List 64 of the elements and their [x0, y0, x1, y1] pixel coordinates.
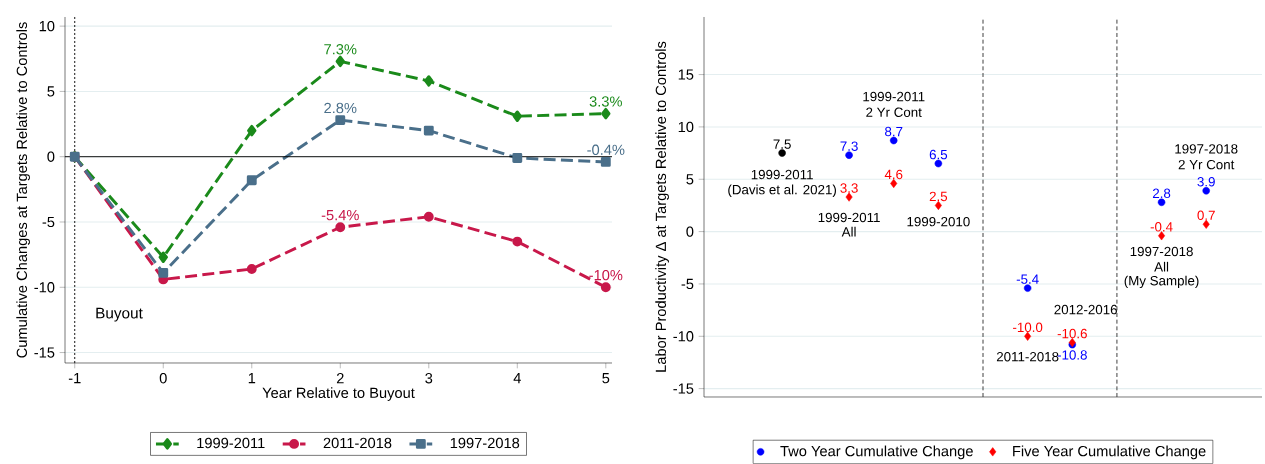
data-label: -5.4%	[321, 210, 359, 221]
data-label: -10.6	[1057, 328, 1087, 339]
data-label: 7.5	[773, 139, 791, 149]
annotation: Buyout	[96, 307, 143, 322]
y-tick-label: -10	[673, 331, 694, 342]
y-tick-label: -5	[681, 278, 694, 290]
x-tick-label: 4	[513, 373, 521, 384]
data-label: 7.3%	[324, 44, 357, 55]
annotation: (Davis et al. 2021)	[728, 184, 836, 198]
y-axis-title: Labor Productivity Δ at Targets Relative to Controls	[655, 41, 669, 372]
x-tick-label: 2	[336, 373, 344, 384]
legend-label: 2011-2018	[323, 437, 392, 449]
annotation: 1999-2010	[907, 217, 970, 227]
data-label: -5.4	[1016, 274, 1039, 284]
y-tick-label: 0	[686, 226, 694, 237]
y-tick-label: 10	[39, 21, 55, 32]
annotation: (My Sample)	[1124, 275, 1199, 289]
annotation: 2011-2018	[996, 352, 1059, 362]
legend-label: 1999-2011	[197, 437, 265, 449]
x-tick-label: -1	[68, 373, 81, 384]
data-label: -0.4	[1150, 222, 1173, 232]
annotation: All	[1154, 261, 1169, 272]
data-label: 2.8%	[324, 102, 357, 114]
legend-label: 1997-2018	[450, 437, 520, 449]
data-label: -10.0	[1013, 322, 1043, 333]
y-tick-label: 0	[47, 151, 55, 163]
y-tick-label: -5	[42, 216, 55, 228]
y-tick-label: -15	[673, 383, 694, 394]
data-label: 2.5	[929, 191, 948, 202]
data-label: 7.3	[840, 141, 858, 152]
annotation: 1997-2018	[1130, 246, 1193, 257]
data-label: -0.4%	[587, 144, 625, 156]
data-label: 0.7	[1197, 210, 1215, 221]
y-tick-label: -10	[34, 282, 55, 293]
y-tick-label: 10	[678, 121, 694, 133]
data-label: -10.8	[1057, 350, 1087, 360]
x-tick-label: 1	[248, 373, 256, 384]
data-label: 3.3	[840, 183, 858, 193]
data-label: 4.6	[884, 169, 903, 180]
annotation: 2012-2016	[1054, 304, 1117, 315]
data-label: 8.7	[885, 126, 903, 137]
annotation: All	[841, 226, 856, 237]
y-tick-label: 5	[47, 86, 55, 97]
x-tick-label: 0	[159, 373, 167, 384]
annotation: 1997-2018	[1175, 144, 1238, 154]
data-label: 3.9	[1197, 177, 1215, 187]
data-label: -10%	[589, 270, 623, 281]
annotation: 1999-2011	[863, 91, 925, 102]
x-tick-label: 3	[425, 373, 433, 384]
y-tick-label: 15	[678, 69, 694, 80]
y-axis-title: Cumulative Changes at Targets Relative to Controls	[16, 22, 30, 358]
legend-label: Five Year Cumulative Change	[1013, 445, 1206, 460]
x-tick-label: 5	[602, 373, 610, 384]
annotation: 1999-2011	[818, 212, 880, 223]
data-label: 3.3%	[589, 96, 622, 107]
y-tick-label: -15	[34, 347, 55, 358]
legend-label: Two Year Cumulative Change	[780, 445, 973, 460]
annotation: 2 Yr Cont	[1178, 159, 1235, 170]
data-label: 2.8	[1152, 188, 1171, 199]
y-tick-label: 5	[686, 174, 694, 185]
annotation: 1999-2011	[751, 169, 813, 180]
x-axis-title: Year Relative to Buyout	[262, 387, 415, 402]
annotation: 2 Yr Cont	[866, 107, 922, 118]
data-label: 6.5	[929, 149, 948, 160]
